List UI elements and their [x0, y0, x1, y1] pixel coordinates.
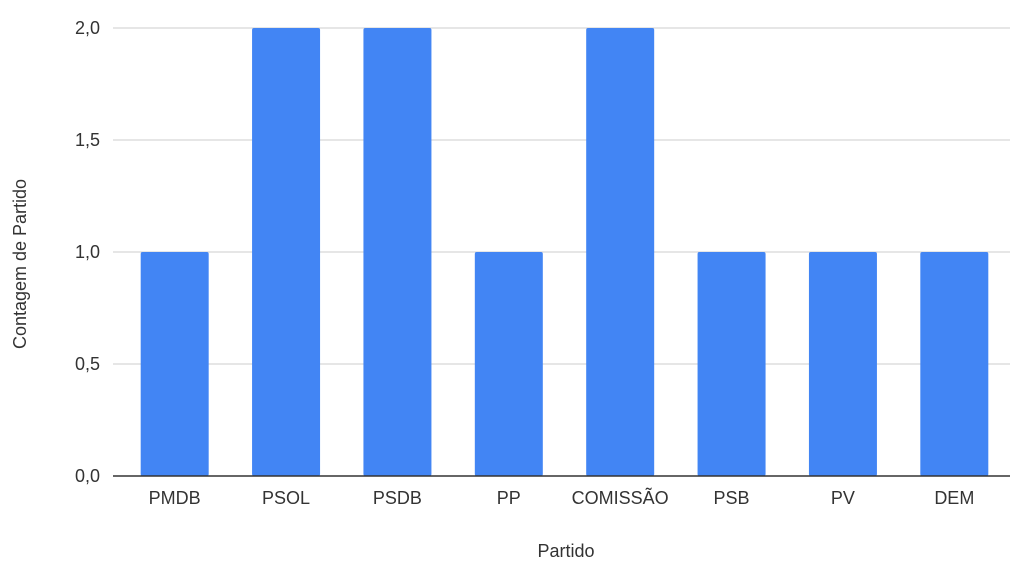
y-tick-label: 2,0	[75, 18, 100, 38]
bar-pv	[808, 252, 877, 476]
y-tick-label: 0,5	[75, 354, 100, 374]
x-tick-label: PSOL	[262, 488, 310, 508]
bar-comissão	[586, 28, 655, 476]
x-tick-label: DEM	[934, 488, 974, 508]
bar-psol	[252, 28, 321, 476]
y-tick-label: 0,0	[75, 466, 100, 486]
x-tick-label: PMDB	[149, 488, 201, 508]
y-tick-label: 1,5	[75, 130, 100, 150]
x-tick-label: PSB	[714, 488, 750, 508]
x-axis-title: Partido	[537, 541, 594, 561]
bar-pp	[474, 252, 543, 476]
x-tick-label: PSDB	[373, 488, 422, 508]
bar-pmdb	[140, 252, 209, 476]
x-tick-label: PP	[497, 488, 521, 508]
y-tick-labels: 0,0 0,5 1,0 1,5 2,0	[75, 18, 100, 486]
y-tick-label: 1,0	[75, 242, 100, 262]
bar-dem	[920, 252, 989, 476]
bar-psb	[697, 252, 766, 476]
bar-psdb	[363, 28, 432, 476]
x-tick-label: PV	[831, 488, 855, 508]
x-tick-labels: PMDB PSOL PSDB PP COMISSÃO PSB PV DEM	[149, 487, 975, 508]
y-axis-title: Contagem de Partido	[10, 179, 30, 349]
bars	[140, 28, 989, 476]
x-tick-label: COMISSÃO	[572, 487, 669, 508]
